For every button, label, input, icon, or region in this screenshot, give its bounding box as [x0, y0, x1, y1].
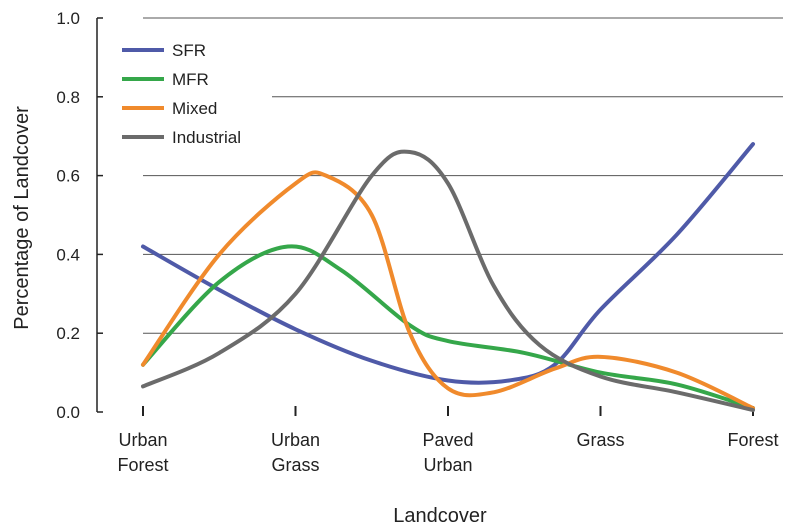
legend-label: Industrial	[172, 128, 241, 147]
x-tick-label: Forest	[727, 430, 778, 450]
x-tick-label: Paved	[422, 430, 473, 450]
x-tick-labels: Urban Forest Urban Grass Paved Urban Grass Fore…	[117, 430, 778, 475]
legend-item-industrial: Industrial	[122, 128, 241, 147]
y-tick-label: 0.6	[56, 167, 80, 186]
y-tick-label: 0.4	[56, 245, 80, 264]
y-axis-title: Percentage of Landcover	[11, 106, 33, 330]
series-line-industrial	[141, 149, 755, 413]
legend-label: SFR	[172, 41, 206, 60]
series-lines	[141, 142, 755, 413]
y-tick-label: 0.8	[56, 88, 80, 107]
legend-label: Mixed	[172, 99, 217, 118]
y-tick-labels: 0.0 0.2 0.4 0.6 0.8 1.0	[56, 9, 80, 422]
series-line-sfr	[141, 142, 755, 385]
x-tick-label: Urban	[118, 430, 167, 450]
legend-item-mixed: Mixed	[122, 99, 217, 118]
x-tick-label: Grass	[576, 430, 624, 450]
series-line-mfr	[141, 244, 755, 411]
legend-label: MFR	[172, 70, 209, 89]
legend-item-sfr: SFR	[122, 41, 206, 60]
legend-item-mfr: MFR	[122, 70, 209, 89]
legend: SFR MFR Mixed Industrial	[122, 41, 241, 147]
gridlines	[143, 17, 783, 334]
y-tick-label: 1.0	[56, 9, 80, 28]
y-tick-label: 0.2	[56, 324, 80, 343]
x-tick-label: Urban	[271, 430, 320, 450]
x-axis-title: Landcover	[393, 505, 487, 527]
series-line-mixed	[141, 170, 755, 411]
y-tick-label: 0.0	[56, 403, 80, 422]
x-tick-label: Grass	[271, 455, 319, 475]
x-tick-label: Forest	[117, 455, 168, 475]
x-tick-label: Urban	[423, 455, 472, 475]
